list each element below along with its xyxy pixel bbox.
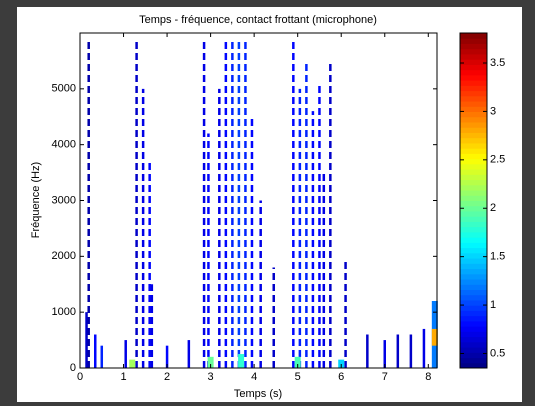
colorbar-cell	[460, 289, 487, 296]
colorbar-cell	[460, 53, 487, 60]
colorbar-cell	[460, 85, 487, 92]
y-tick-label: 3000	[52, 194, 76, 206]
colorbar-frame	[459, 32, 488, 369]
colorbar-cell	[460, 263, 487, 270]
colorbar-cell	[460, 190, 487, 196]
spectral-spot	[431, 328, 438, 346]
y-tick-label: 1000	[52, 306, 76, 318]
x-axis-label: Temps (s)	[234, 388, 282, 400]
colorbar-cell	[460, 284, 487, 290]
colorbar-cell	[460, 273, 487, 280]
colorbar-cell	[460, 347, 487, 353]
colorbar-cell	[460, 362, 487, 369]
colorbar-cell	[460, 200, 487, 207]
x-tick-label: 0	[77, 371, 83, 383]
colorbar-cell	[460, 237, 487, 243]
x-tick-label: 2	[164, 371, 170, 383]
colorbar-tick-label: 2	[490, 202, 496, 214]
colorbar-cell	[460, 320, 487, 327]
colorbar-cell	[460, 179, 487, 186]
colorbar-cell	[460, 299, 487, 306]
colorbar-cell	[460, 121, 487, 128]
colorbar-cell	[460, 221, 487, 228]
colorbar-cell	[460, 352, 487, 359]
colorbar-cell	[460, 59, 487, 65]
colorbar-cell	[460, 252, 487, 259]
colorbar-tick-label: 1.5	[490, 251, 505, 263]
spectral-spot	[338, 359, 345, 368]
x-tick-label: 5	[295, 371, 301, 383]
colorbar-tick-label: 1	[490, 299, 496, 311]
colorbar-cell	[460, 95, 487, 102]
colorbar-cell	[460, 226, 487, 233]
colorbar-cell	[460, 315, 487, 322]
y-tick-label: 5000	[52, 83, 76, 95]
x-tick-label: 7	[382, 371, 388, 383]
colorbar-cell	[460, 174, 487, 181]
colorbar-cell	[460, 64, 487, 71]
colorbar-cell	[460, 279, 487, 285]
figure-background	[17, 7, 522, 402]
colorbar-cell	[460, 48, 487, 55]
colorbar-cell	[460, 80, 487, 86]
x-tick-label: 4	[251, 371, 257, 383]
colorbar-cell	[460, 153, 487, 160]
colorbar-cell	[460, 158, 487, 165]
colorbar-cell	[460, 74, 487, 81]
colorbar-cell	[460, 305, 487, 311]
colorbar-cell	[460, 137, 487, 144]
spectral-spot	[238, 354, 245, 368]
x-tick-label: 8	[425, 371, 431, 383]
y-tick-label: 4000	[52, 139, 76, 151]
spectral-spot	[129, 359, 136, 368]
colorbar-cell	[460, 294, 487, 301]
spectral-spot	[294, 356, 301, 368]
colorbar-cell	[460, 247, 487, 254]
colorbar-cell	[460, 331, 487, 338]
x-tick-label: 3	[208, 371, 214, 383]
colorbar-cell	[460, 116, 487, 123]
colorbar-cell	[460, 216, 487, 222]
colorbar-cell	[460, 90, 487, 97]
chart-title: Temps - fréquence, contact frottant (mic…	[139, 14, 377, 26]
colorbar-cell	[460, 111, 487, 118]
colorbar-cell	[460, 326, 487, 332]
colorbar-cell	[460, 169, 487, 175]
x-tick-label: 1	[120, 371, 126, 383]
colorbar-cell	[460, 357, 487, 364]
colorbar-cell	[460, 69, 487, 76]
colorbar-tick-label: 0.5	[490, 347, 505, 359]
colorbar-cell	[460, 33, 487, 39]
colorbar-cell	[460, 231, 487, 238]
colorbar-cell	[460, 184, 487, 191]
colorbar-cell	[460, 258, 487, 264]
colorbar-cell	[460, 106, 487, 113]
colorbar-cell	[460, 127, 487, 133]
colorbar-tick-label: 3.5	[490, 57, 505, 69]
y-tick-label: 0	[70, 362, 76, 374]
y-axis-label: Fréquence (Hz)	[30, 162, 42, 238]
colorbar-cell	[460, 148, 487, 154]
x-tick-label: 6	[338, 371, 344, 383]
colorbar-cell	[460, 163, 487, 170]
spectral-spot	[207, 356, 214, 368]
colorbar-cell	[460, 38, 487, 44]
colorbar-cell	[460, 268, 487, 275]
y-tick-label: 2000	[52, 250, 76, 262]
colorbar-cell	[460, 310, 487, 317]
colorbar-cell	[460, 336, 487, 343]
colorbar-cell	[460, 43, 487, 50]
colorbar-cell	[460, 101, 487, 107]
colorbar-cell	[460, 205, 487, 212]
colorbar-cell	[460, 142, 487, 149]
colorbar-cell	[460, 341, 487, 348]
colorbar-tick-label: 2.5	[490, 154, 505, 166]
colorbar-cell	[460, 132, 487, 139]
colorbar-cell	[460, 210, 487, 217]
colorbar-tick-label: 3	[490, 105, 496, 117]
colorbar-cell	[460, 242, 487, 249]
colorbar-cell	[460, 195, 487, 201]
